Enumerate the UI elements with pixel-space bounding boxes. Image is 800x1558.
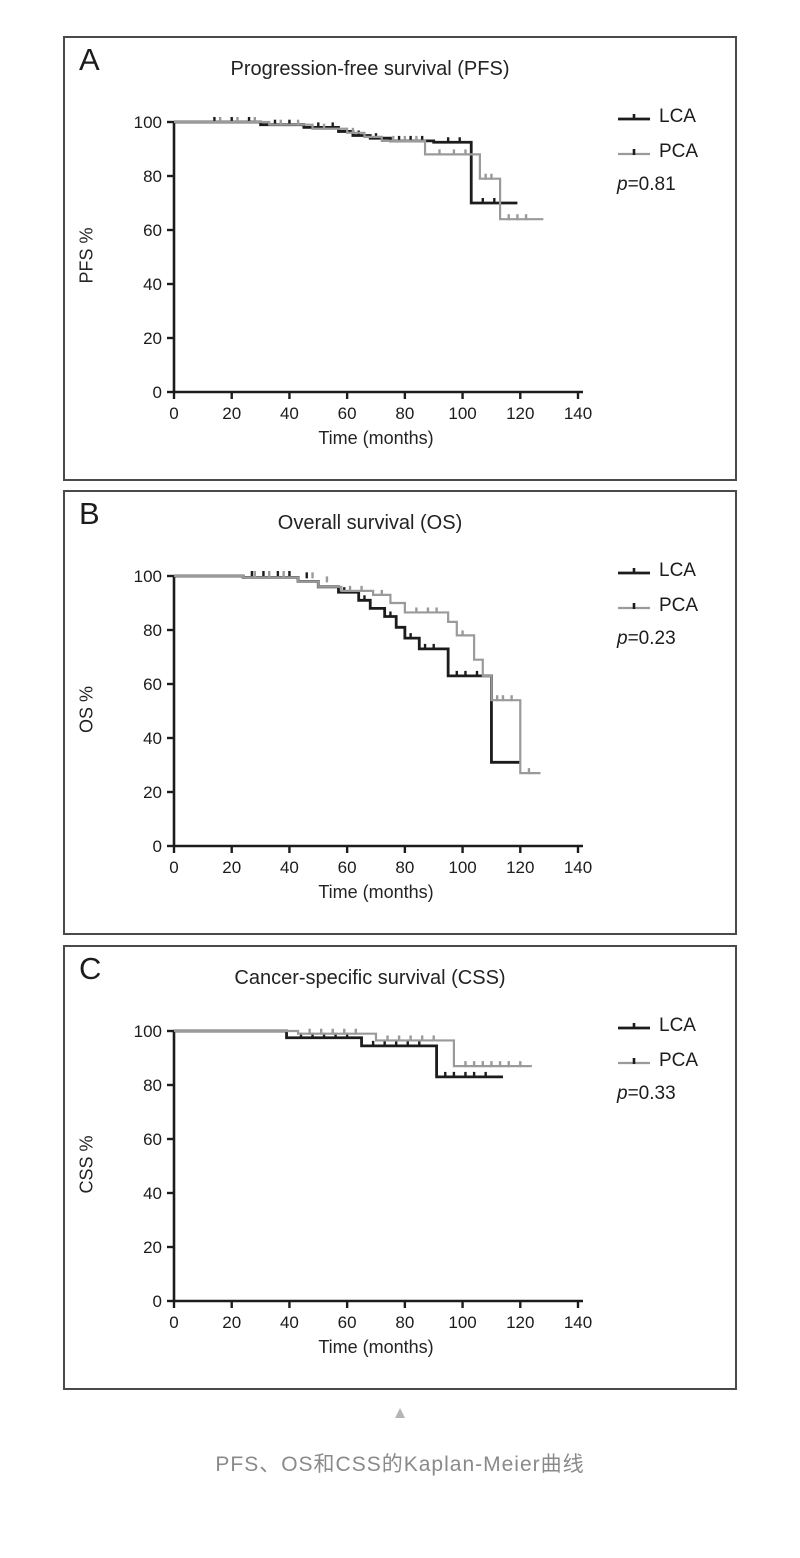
legend-label: PCA <box>659 141 699 162</box>
panel-css: 0 20 40 60 80 100 0 20 40 60 80 100 120 140 C Cancer-… <box>63 945 737 1390</box>
x-axis-title: Time (months) <box>318 1337 434 1357</box>
x-tick-label: 60 <box>338 858 357 877</box>
pfs-plot-canvas: 0 20 40 60 80 100 0 20 40 60 80 100 120 140 <box>134 113 593 423</box>
x-tick-label: 20 <box>222 1313 241 1332</box>
y-tick-label: 80 <box>143 167 162 186</box>
p-value: p=0.23 <box>617 628 676 649</box>
chart-title: Cancer-specific survival (CSS) <box>234 967 506 989</box>
y-axis-title: CSS % <box>76 1135 97 1194</box>
legend-label: LCA <box>659 106 696 127</box>
km-curve-pca <box>174 1029 532 1068</box>
x-tick-label: 80 <box>395 858 414 877</box>
x-tick-label: 80 <box>395 404 414 423</box>
x-axis-title: Time (months) <box>318 428 434 448</box>
pca-line-marker-icon <box>618 1058 650 1065</box>
panel-pfs: 0 20 40 60 80 100 0 20 40 60 80 100 120 140 A Progres… <box>63 36 737 481</box>
y-tick-label: 80 <box>143 621 162 640</box>
y-tick-label: 0 <box>153 1292 162 1311</box>
x-tick-label: 100 <box>448 1313 476 1332</box>
x-tick-label: 0 <box>169 1313 178 1332</box>
y-tick-label: 60 <box>143 1130 162 1149</box>
collapse-figure-icon[interactable]: ▲ <box>391 1403 409 1422</box>
legend-label: PCA <box>659 1050 699 1071</box>
legend: LCA PCA p=0.81 <box>617 104 732 196</box>
legend-label: LCA <box>659 560 696 581</box>
km-curve-lca <box>174 1029 503 1079</box>
pca-line-marker-icon <box>618 603 650 610</box>
panel-os: 0 20 40 60 80 100 0 20 40 60 80 100 120 140 B Overall… <box>63 490 737 935</box>
y-axis-title: PFS % <box>76 227 97 284</box>
panel-letter: C <box>79 951 102 986</box>
x-tick-label: 20 <box>222 404 241 423</box>
km-curve-lca <box>174 120 518 205</box>
legend-item-pca: PCA <box>617 139 732 165</box>
x-tick-label: 140 <box>564 404 592 423</box>
y-tick-label: 100 <box>134 567 162 586</box>
x-axis-title: Time (months) <box>318 882 434 902</box>
legend-item-pca: PCA <box>617 593 732 619</box>
legend-item-pca: PCA <box>617 1048 732 1074</box>
y-tick-label: 60 <box>143 675 162 694</box>
legend-item-lca: LCA <box>617 558 732 584</box>
legend-item-lca: LCA <box>617 104 732 130</box>
lca-line-marker-icon <box>618 114 650 121</box>
y-tick-label: 40 <box>143 729 162 748</box>
legend: LCA PCA p=0.23 <box>617 558 732 650</box>
x-tick-label: 40 <box>280 404 299 423</box>
x-tick-label: 140 <box>564 1313 592 1332</box>
css-plot-canvas: 0 20 40 60 80 100 0 20 40 60 80 100 120 140 <box>134 1022 593 1332</box>
y-tick-label: 100 <box>134 113 162 132</box>
x-tick-label: 40 <box>280 1313 299 1332</box>
y-tick-label: 20 <box>143 329 162 348</box>
y-tick-label: 0 <box>153 837 162 856</box>
figure-caption: PFS、OS和CSS的Kaplan-Meier曲线 <box>215 1453 585 1476</box>
x-tick-label: 60 <box>338 1313 357 1332</box>
lca-line-marker-icon <box>618 1023 650 1030</box>
legend: LCA PCA p=0.33 <box>617 1013 732 1105</box>
y-tick-label: 20 <box>143 783 162 802</box>
x-tick-label: 80 <box>395 1313 414 1332</box>
x-tick-label: 0 <box>169 858 178 877</box>
x-tick-label: 140 <box>564 858 592 877</box>
chart-title: Progression-free survival (PFS) <box>230 58 510 80</box>
x-tick-label: 0 <box>169 404 178 423</box>
os-plot-canvas: 0 20 40 60 80 100 0 20 40 60 80 100 120 140 <box>134 567 593 877</box>
x-tick-label: 120 <box>506 858 534 877</box>
y-tick-label: 40 <box>143 275 162 294</box>
lca-line-marker-icon <box>618 568 650 575</box>
km-curve-lca <box>174 574 521 764</box>
legend-item-lca: LCA <box>617 1013 732 1039</box>
km-curve-pca <box>174 574 541 775</box>
y-tick-label: 100 <box>134 1022 162 1041</box>
panel-letter: B <box>79 496 101 531</box>
x-tick-label: 100 <box>448 858 476 877</box>
x-tick-label: 20 <box>222 858 241 877</box>
legend-label: LCA <box>659 1015 696 1036</box>
pca-line-marker-icon <box>618 149 650 156</box>
p-value: p=0.81 <box>617 174 676 195</box>
p-value: p=0.33 <box>617 1083 676 1104</box>
y-tick-label: 40 <box>143 1184 162 1203</box>
y-axis-title: OS % <box>76 686 97 734</box>
panel-letter: A <box>79 42 101 77</box>
y-tick-label: 0 <box>153 383 162 402</box>
x-tick-label: 120 <box>506 1313 534 1332</box>
y-tick-label: 20 <box>143 1238 162 1257</box>
y-tick-label: 80 <box>143 1076 162 1095</box>
x-tick-label: 40 <box>280 858 299 877</box>
x-tick-label: 60 <box>338 404 357 423</box>
chart-title: Overall survival (OS) <box>277 512 463 534</box>
y-tick-label: 60 <box>143 221 162 240</box>
legend-label: PCA <box>659 595 699 616</box>
x-tick-label: 120 <box>506 404 534 423</box>
km-curve-pca <box>174 120 544 221</box>
x-tick-label: 100 <box>448 404 476 423</box>
